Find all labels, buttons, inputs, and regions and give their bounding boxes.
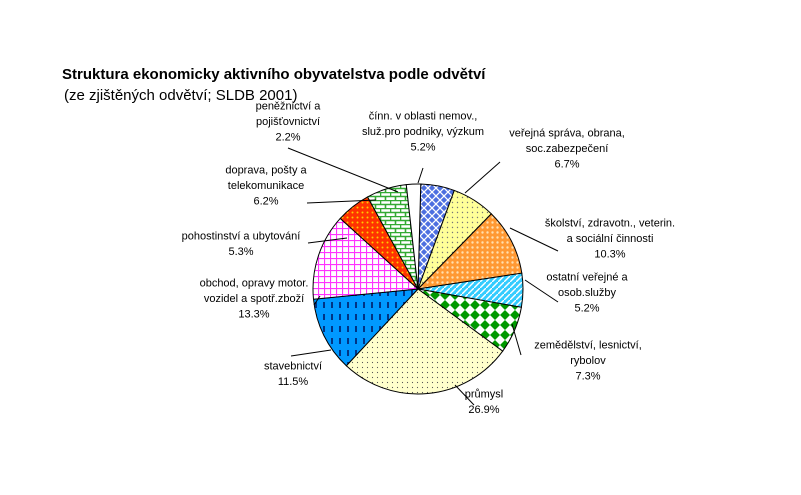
- slice-label: čínn. v oblasti nemov., služ.pro podniky,…: [362, 111, 484, 154]
- leader-line: [313, 295, 321, 306]
- slice-category-label: stavebnictví: [264, 360, 322, 372]
- slice-label: obchod, opravy motor. vozidel a spotř.zbo…: [200, 278, 309, 321]
- slice-value-label: 26.9%: [468, 404, 499, 416]
- slice-label: veřejná správa, obrana, soc.zabezpečení 6.…: [509, 128, 625, 171]
- slice-category-label: pojišťovnictví: [256, 116, 320, 128]
- slice-value-label: 5.3%: [228, 246, 253, 258]
- slice-label: průmysl 26.9%: [465, 388, 504, 416]
- pie-slice: [405, 183, 422, 290]
- slice-category-label: osob.služby: [558, 287, 617, 299]
- slice-label: peněžnictví a pojišťovnictví 2.2%: [256, 101, 322, 144]
- slice-value-label: 6.7%: [554, 159, 579, 171]
- slice-value-label: 5.2%: [410, 142, 435, 154]
- leader-line: [524, 279, 559, 303]
- leader-line: [509, 227, 559, 252]
- pie-slice: [312, 288, 420, 367]
- slice-category-label: čínn. v oblasti nemov.,: [369, 111, 478, 123]
- slice-category-label: veřejná správa, obrana,: [509, 128, 625, 140]
- slice-category-label: zemědělství, lesnictví,: [534, 340, 642, 352]
- slice-category-label: služ.pro podniky, výzkum: [362, 126, 484, 138]
- chart-subtitle: (ze zjištěných odvětví; SLDB 2001): [64, 87, 298, 104]
- slice-category-label: peněžnictví a: [256, 101, 322, 113]
- slice-value-label: 13.3%: [238, 309, 269, 321]
- slice-label: zemědělství, lesnictví, rybolov 7.3%: [534, 340, 642, 383]
- leader-line: [417, 167, 424, 184]
- slice-label: doprava, pošty a telekomunikace 6.2%: [225, 165, 307, 208]
- chart-title: Struktura ekonomicky aktivního obyvatels…: [62, 66, 486, 83]
- slice-category-label: soc.zabezpečení: [526, 143, 609, 155]
- slice-category-label: ostatní veřejné a: [546, 272, 628, 284]
- leader-line: [290, 349, 332, 357]
- pie-slice: [345, 288, 504, 395]
- leader-line: [464, 161, 501, 194]
- slice-value-label: 5.2%: [574, 303, 599, 315]
- slice-label: pohostinství a ubytování 5.3%: [182, 230, 301, 257]
- leader-line: [511, 323, 522, 356]
- slice-value-label: 7.3%: [575, 371, 600, 383]
- slice-category-label: školství, zdravotn., veterin.: [545, 218, 675, 230]
- slice-label: stavebnictví 11.5%: [264, 360, 322, 388]
- leader-line: [454, 384, 475, 406]
- slice-value-label: 11.5%: [278, 376, 309, 388]
- slice-value-label: 2.2%: [275, 132, 300, 144]
- leader-line: [307, 237, 348, 244]
- leader-line: [306, 199, 377, 204]
- slice-label: školství, zdravotn., veterin. a sociální …: [545, 218, 675, 261]
- slice-category-label: doprava, pošty a: [225, 165, 307, 177]
- slice-category-label: vozidel a spotř.zboží: [204, 293, 304, 305]
- slice-label: ostatní veřejné a osob.služby 5.2%: [546, 272, 628, 315]
- slice-category-label: obchod, opravy motor.: [200, 278, 309, 290]
- leader-line: [287, 147, 399, 193]
- slice-category-label: telekomunikace: [228, 180, 304, 192]
- slice-value-label: 6.2%: [253, 196, 278, 208]
- slice-category-label: rybolov: [570, 355, 606, 367]
- slice-category-label: a sociální činnosti: [567, 233, 654, 245]
- slice-category-label: pohostinství a ubytování: [182, 230, 301, 242]
- slice-value-label: 10.3%: [594, 249, 625, 261]
- slice-category-label: průmysl: [465, 388, 504, 400]
